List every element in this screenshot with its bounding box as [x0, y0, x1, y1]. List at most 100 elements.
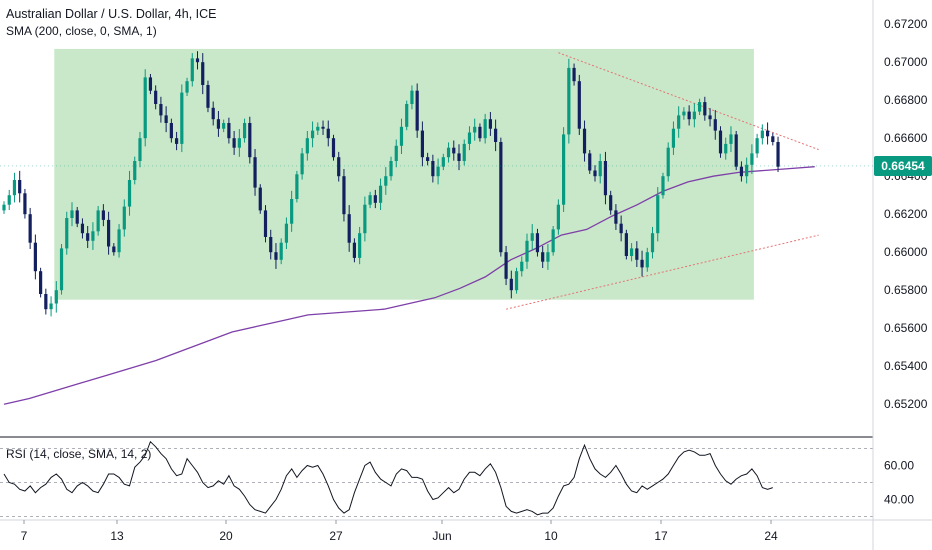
candle-up — [185, 81, 189, 93]
candle-up — [310, 130, 315, 139]
candle-up — [389, 161, 393, 177]
candle-down — [619, 223, 623, 234]
candle-down — [373, 195, 377, 203]
candle-down — [734, 134, 738, 167]
candle-up — [117, 229, 121, 253]
candle-up — [525, 240, 529, 262]
rsi-tick-label: 60.00 — [884, 459, 914, 473]
candle-up — [661, 176, 665, 196]
candle-up — [363, 204, 367, 234]
candle-up — [567, 67, 571, 135]
candle-down — [457, 153, 461, 161]
candle-up — [446, 147, 451, 158]
candle-down — [269, 237, 273, 253]
candle-down — [248, 123, 252, 158]
candle-down — [593, 170, 597, 177]
candle-up — [630, 248, 634, 256]
candle-up — [530, 233, 534, 241]
candle-up — [70, 210, 74, 218]
candle-up — [441, 157, 445, 167]
price-tick-label: 0.65200 — [884, 397, 928, 411]
candle-up — [122, 206, 126, 230]
rsi-layer — [0, 436, 873, 517]
price-tick-label: 0.66600 — [884, 131, 928, 145]
candle-up — [127, 180, 132, 207]
candle-down — [494, 128, 498, 142]
candles-layer — [2, 51, 780, 317]
candle-down — [509, 278, 513, 291]
candle-down — [227, 123, 231, 139]
candle-up — [650, 233, 655, 253]
candle-down — [499, 142, 503, 253]
candle-up — [598, 161, 602, 177]
candle-up — [143, 77, 147, 139]
candle-up — [760, 130, 764, 139]
candle-up — [279, 242, 283, 260]
candle-up — [556, 204, 560, 230]
candle-down — [326, 128, 330, 139]
candle-up — [65, 218, 69, 249]
candle-up — [394, 145, 398, 161]
candle-down — [174, 138, 179, 144]
candle-up — [2, 204, 6, 211]
candle-down — [577, 81, 581, 129]
candle-down — [588, 153, 592, 171]
candle-up — [222, 123, 226, 129]
candle-up — [305, 138, 309, 154]
candle-up — [473, 126, 477, 133]
candle-up — [316, 126, 320, 131]
candle-up — [295, 174, 299, 199]
candle-up — [91, 231, 95, 241]
candle-down — [347, 214, 351, 243]
candle-down — [23, 193, 27, 215]
candle-down — [614, 210, 618, 224]
candle-down — [44, 294, 48, 310]
candle-up — [551, 229, 555, 253]
candle-down — [337, 157, 341, 177]
candle-up — [133, 161, 137, 180]
candle-up — [462, 143, 466, 161]
candle-down — [107, 219, 111, 247]
candle-up — [410, 90, 414, 104]
candle-up — [697, 102, 702, 112]
candle-up — [384, 176, 388, 186]
candle-down — [263, 210, 268, 237]
price-tick-label: 0.65800 — [884, 283, 928, 297]
candle-down — [478, 126, 482, 139]
last-price-tag — [874, 155, 932, 176]
candle-down — [33, 242, 37, 272]
sma-legend: SMA (200, close, 0, SMA, 1) — [6, 24, 157, 38]
candle-down — [28, 214, 32, 243]
candle-down — [211, 107, 215, 120]
time-tick-label: 13 — [110, 529, 124, 543]
candle-up — [656, 195, 660, 234]
candle-down — [101, 210, 105, 220]
candle-up — [645, 252, 649, 268]
time-tick-label: 10 — [544, 529, 558, 543]
candle-up — [59, 248, 64, 291]
candle-up — [49, 303, 53, 310]
candle-down — [258, 187, 262, 211]
candle-down — [148, 77, 153, 91]
candle-up — [7, 195, 11, 205]
candle-down — [572, 67, 576, 82]
candle-down — [703, 102, 707, 116]
candle-down — [154, 90, 158, 104]
sma-line — [3, 166, 815, 405]
candle-down — [771, 136, 775, 142]
candle-up — [666, 147, 670, 177]
triangle-lines-layer — [505, 52, 819, 310]
time-tick-label: 17 — [654, 529, 668, 543]
candle-down — [274, 252, 278, 260]
candle-up — [96, 210, 100, 232]
candle-down — [582, 128, 587, 154]
candle-down — [765, 130, 770, 137]
candle-up — [368, 195, 372, 205]
candle-down — [431, 161, 435, 177]
candle-down — [86, 233, 90, 241]
candle-up — [138, 138, 142, 161]
candle-down — [18, 180, 22, 194]
candle-down — [201, 62, 205, 85]
candle-down — [609, 195, 613, 211]
